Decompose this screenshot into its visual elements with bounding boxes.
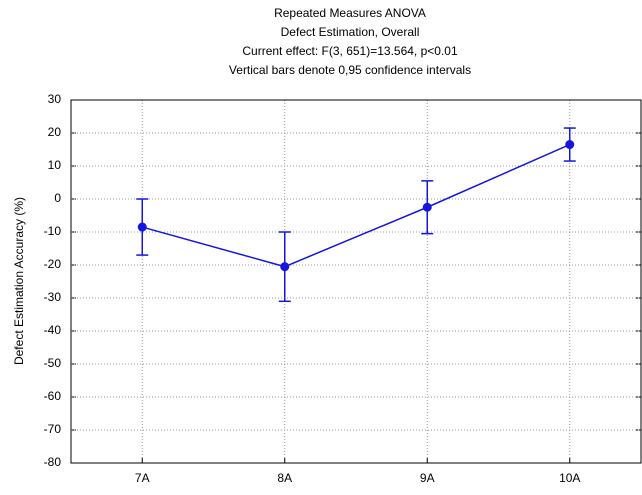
y-tick-label: -10 [44, 224, 62, 238]
x-tick-label: 8A [277, 471, 292, 485]
y-tick-label: -50 [44, 356, 62, 370]
chart-title: Current effect: F(3, 651)=13.564, p<0.01 [242, 44, 458, 58]
y-tick-label: 20 [48, 125, 62, 139]
point [422, 202, 432, 212]
y-tick-label: 30 [48, 92, 62, 106]
y-tick-label: -80 [44, 455, 62, 469]
chart-title: Vertical bars denote 0,95 confidence int… [229, 63, 471, 77]
point [137, 222, 147, 232]
y-tick-label: 10 [48, 158, 62, 172]
y-tick-label: -70 [44, 422, 62, 436]
x-tick-label: 9A [420, 471, 435, 485]
chart-title: Defect Estimation, Overall [281, 25, 420, 39]
x-tick-label: 10A [559, 471, 580, 485]
y-tick-label: -20 [44, 257, 62, 271]
plot-frame [70, 99, 642, 464]
y-tick-label: -30 [44, 290, 62, 304]
y-tick-label: -40 [44, 323, 62, 337]
y-tick-label: -60 [44, 389, 62, 403]
y-tick-label: 0 [54, 191, 61, 205]
point [565, 140, 575, 150]
chart-title: Repeated Measures ANOVA [274, 6, 426, 20]
x-tick-label: 7A [135, 471, 150, 485]
point [280, 262, 290, 272]
line [142, 143, 571, 268]
y-axis-label: Defect Estimation Accuracy (%) [12, 197, 26, 365]
